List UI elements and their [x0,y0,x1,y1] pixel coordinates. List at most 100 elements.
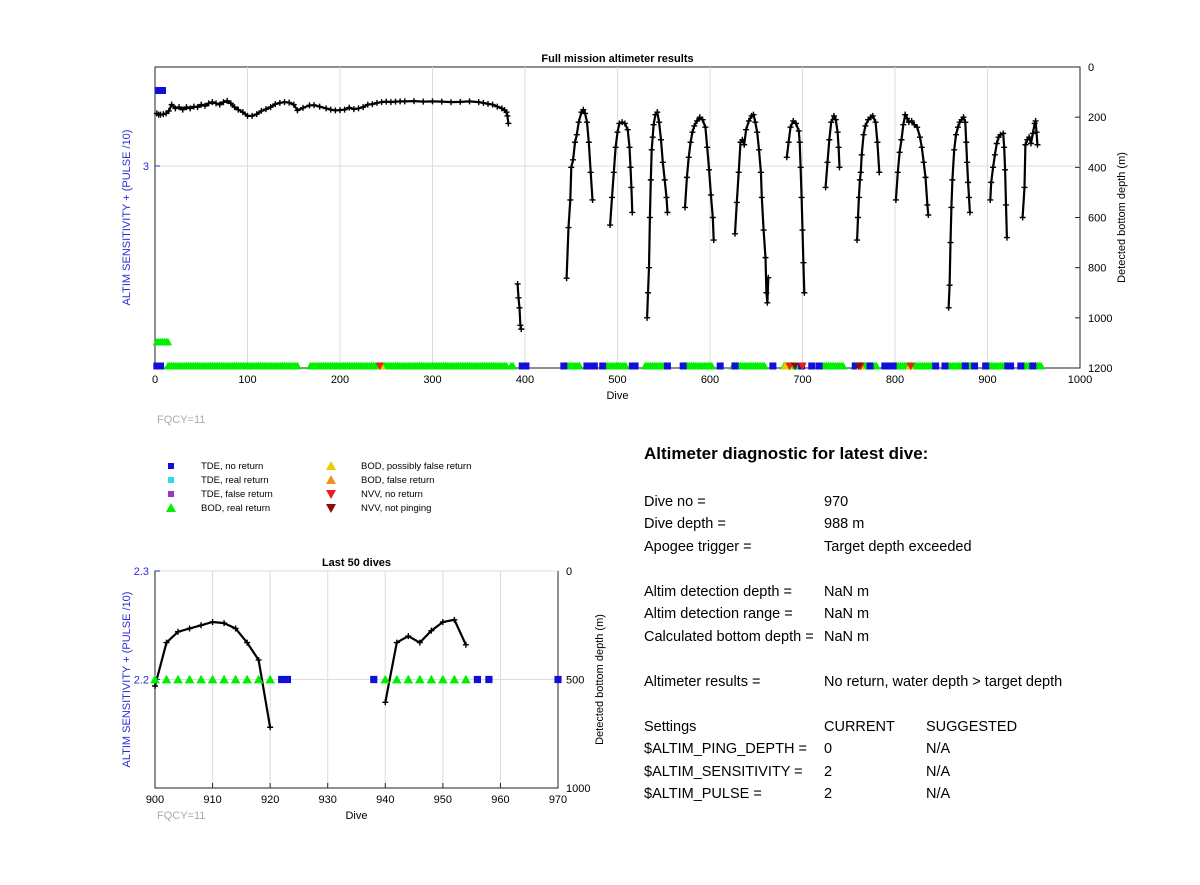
depth-point [656,119,663,126]
y-right-tick-label: 1000 [566,783,590,795]
depth-point [175,628,182,635]
y-right-tick-label: 500 [566,675,584,687]
depth-point [830,112,837,119]
x-tick-label: 900 [146,794,164,806]
bod-real-return-marker [242,674,252,684]
depth-point [793,120,800,127]
depth-point [758,194,765,201]
legend-label: BOD, possibly false return [361,461,472,472]
depth-point [183,104,190,111]
x-tick-label: 600 [701,374,719,386]
depth-point [220,99,227,106]
depth-point [822,184,829,191]
depth-point [209,618,216,625]
ping-depth-label: $ALTIM_PING_DEPTH = [644,741,807,757]
depth-point [647,176,654,183]
depth-point [411,98,417,105]
x-axis-label: Dive [606,390,628,402]
depth-point [948,204,955,211]
depth-point [682,204,689,211]
depth-line [384,618,467,703]
bod-real-return-marker [426,674,437,684]
depth-point [514,280,521,287]
depth-point [382,699,389,706]
depth-point [624,126,631,133]
depth-point [480,99,487,106]
depth-point [752,119,759,126]
depth-point [685,154,692,161]
detection-depth-label: Altim detection depth = [644,584,792,600]
depth-point [327,106,334,113]
depth-point [826,136,833,143]
depth-point [872,119,879,126]
depth-point [785,139,792,146]
y-right-tick-label: 200 [1088,112,1106,124]
depth-point [689,129,696,136]
bod-real-return-marker [415,674,425,684]
x-tick-label: 500 [608,374,626,386]
depth-point [896,149,903,156]
square-icon [166,475,176,485]
x-tick-label: 800 [886,374,904,386]
detection-range-label: Altim detection range = [644,606,793,622]
bod-real-return-marker [461,674,471,684]
depth-point [707,191,714,198]
depth-point [489,101,496,108]
depth-point [438,98,445,105]
depth-point [745,117,752,124]
depth-point [582,110,589,117]
depth-point [988,179,995,186]
depth-point [857,169,864,176]
depth-point [267,724,274,731]
depth-point [797,164,804,171]
depth-point [580,106,587,113]
dive-no-value: 970 [824,494,849,510]
x-tick-label: 400 [516,374,534,386]
depth-point [960,114,967,121]
depth-point [836,164,843,171]
results-label: Altimeter results = [644,674,761,690]
x-tick-label: 700 [793,374,811,386]
depth-point [621,120,628,127]
y-right-tick-label: 1000 [1088,313,1112,325]
depth-point [374,99,380,106]
depth-point [221,620,228,627]
tde-no-return-marker [583,362,591,370]
tde-no-return-marker [518,362,526,370]
y-right-tick-label: 1200 [1088,363,1112,375]
bod-real-return-marker [839,361,848,370]
depth-point [750,111,757,118]
depth-point [764,299,771,306]
depth-point [799,227,806,234]
depth-point [244,639,251,646]
depth-point [213,100,220,107]
depth-point [457,98,464,105]
depth-point [475,99,482,106]
tde-no-return-marker [889,362,897,370]
x-tick-label: 930 [319,794,337,806]
tde-no-return-marker [982,362,990,370]
dive-depth-label: Dive depth = [644,516,726,532]
depth-point [612,144,619,151]
depth-point [659,159,666,166]
y-right-axis-label: Detected bottom depth (m) [1116,152,1128,283]
depth-point [614,129,621,136]
depth-point [709,214,716,221]
depth-point [860,131,867,138]
depth-point [987,196,994,203]
y-left-tick-label: 2.3 [134,566,149,578]
depth-point [323,105,330,112]
depth-point [993,140,1000,147]
depth-point [628,184,635,191]
depth-point [316,103,323,110]
depth-line [824,113,841,188]
bod-real-return-marker [508,361,518,370]
tde-no-return-marker [631,362,639,370]
tde-no-return-marker [971,362,979,370]
depth-point [953,131,960,138]
depth-point [587,169,594,176]
y-left-tick-label: 2.2 [134,675,149,687]
depth-point [163,639,170,646]
depth-point [263,106,269,113]
